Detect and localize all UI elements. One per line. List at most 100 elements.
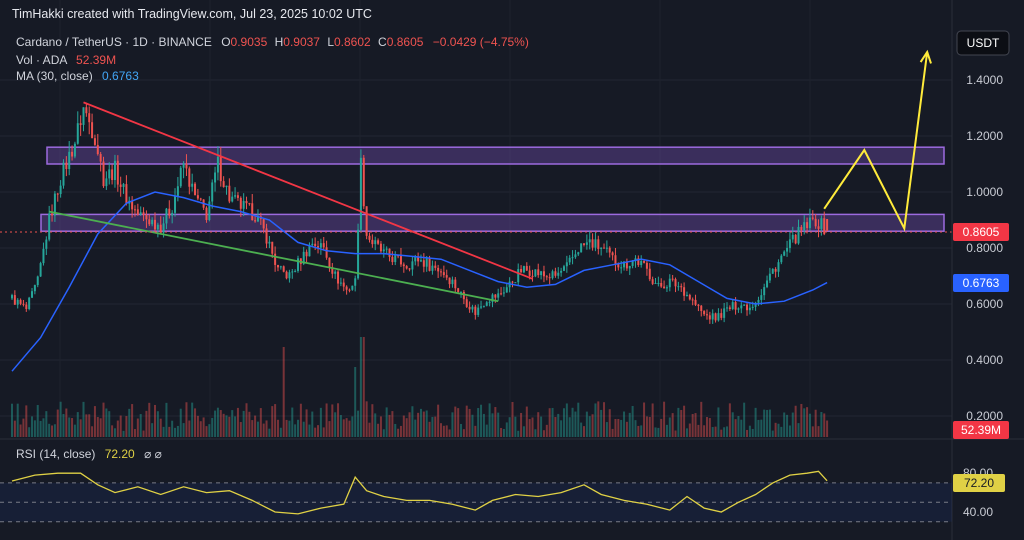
- candle-body: [354, 278, 357, 286]
- volume-bar: [497, 412, 500, 437]
- candle-body: [768, 273, 771, 281]
- volume-bar: [82, 401, 85, 437]
- resistance-zone: [46, 146, 945, 165]
- legend-change: −0.0429 (−4.75%): [433, 35, 529, 49]
- candle-body: [583, 243, 585, 245]
- candle-body: [620, 267, 623, 269]
- candle-body: [194, 183, 197, 196]
- candle-body: [614, 255, 617, 264]
- volume-bar: [728, 403, 731, 437]
- candle-body: [594, 239, 597, 248]
- volume-bar: [351, 416, 354, 437]
- candle-body: [228, 185, 231, 202]
- candle-body: [165, 208, 168, 224]
- volume-bar: [214, 410, 217, 437]
- currency-button[interactable]: USDT: [956, 30, 1010, 56]
- projection-line: [823, 51, 929, 232]
- volume-bar: [225, 415, 228, 437]
- candle-body: [408, 268, 411, 270]
- candle-body: [571, 257, 574, 259]
- volume-bar: [594, 403, 597, 437]
- volume-bar: [482, 413, 485, 437]
- legend-volume-line: Vol · ADA 52.39M: [16, 53, 116, 67]
- candle-body: [105, 178, 108, 187]
- candle-body: [671, 278, 674, 280]
- volume-bar: [474, 425, 477, 437]
- volume-bar: [645, 416, 648, 437]
- candle-body: [334, 271, 337, 274]
- candle-body: [65, 162, 68, 170]
- volume-bar: [116, 420, 119, 437]
- candle-body: [428, 258, 431, 271]
- volume-bar: [139, 414, 142, 437]
- chart-credit: TimHakki created with TradingView.com, J…: [12, 7, 372, 21]
- moving-average: [11, 191, 828, 372]
- legend-symbol: Cardano / TetherUS · 1D · BINANCE: [16, 35, 212, 49]
- candle-body: [136, 209, 139, 215]
- candle-body: [760, 295, 763, 300]
- candle-body: [763, 287, 766, 296]
- price-tick-label: 1.4000: [966, 73, 1003, 87]
- volume-bar: [760, 419, 763, 437]
- volume-bar: [242, 410, 245, 437]
- volume-bar: [757, 419, 760, 437]
- candle-body: [657, 283, 660, 285]
- candle-body: [374, 240, 377, 245]
- candle-body: [734, 302, 737, 310]
- currency-button-label[interactable]: USDT: [967, 36, 1000, 50]
- volume-bar: [640, 425, 643, 437]
- volume-bar: [514, 416, 517, 437]
- candle-body: [311, 243, 314, 246]
- volume-bar: [308, 424, 311, 437]
- volume-bar: [408, 412, 411, 437]
- volume-bar: [557, 413, 560, 437]
- volume-bar: [631, 405, 634, 437]
- candle-body: [648, 268, 651, 280]
- candle-body: [76, 123, 79, 144]
- candle-body: [691, 299, 694, 301]
- volume-badge-text: 52.39M: [961, 423, 1001, 437]
- candle-body: [442, 272, 445, 276]
- volume-bar: [445, 425, 448, 437]
- candle-body: [122, 184, 125, 187]
- candle-body: [437, 267, 440, 272]
- volume-bar: [319, 407, 322, 437]
- resistance-zone: [40, 213, 945, 232]
- candle-body: [285, 271, 288, 279]
- volume-bar: [59, 401, 62, 437]
- volume-bar: [228, 416, 231, 437]
- volume-bar: [219, 410, 222, 437]
- volume-bar: [28, 427, 31, 437]
- candle-body: [371, 239, 374, 245]
- candle-body: [451, 279, 454, 285]
- candle-body: [465, 299, 468, 307]
- candle-body: [205, 207, 208, 220]
- volume-bar: [13, 420, 16, 437]
- candle-body: [151, 219, 154, 225]
- volume-bar: [196, 415, 199, 437]
- volume-bar: [182, 423, 185, 437]
- currency-button-frame[interactable]: [956, 30, 1010, 56]
- candle-body: [500, 293, 503, 295]
- volume-bar: [791, 412, 794, 437]
- volume-bar: [800, 403, 803, 437]
- candle-body: [231, 196, 234, 202]
- volume-bar: [133, 429, 136, 437]
- volume-bar: [188, 420, 191, 437]
- volume-bar: [268, 428, 271, 437]
- candle-body: [617, 263, 620, 268]
- candle-body: [294, 270, 297, 272]
- volume-bar: [248, 411, 251, 437]
- candle-body: [803, 222, 806, 231]
- candle-body: [705, 314, 708, 316]
- volume-bar: [256, 421, 259, 437]
- volume-bar: [568, 417, 571, 437]
- candle-body: [600, 247, 603, 249]
- volume-bar: [583, 426, 585, 437]
- volume-bar: [468, 408, 471, 437]
- candle-body: [588, 239, 591, 243]
- volume-bar: [694, 413, 697, 437]
- candle-body: [568, 257, 571, 263]
- candle-body: [176, 186, 179, 197]
- candle-body: [560, 270, 563, 273]
